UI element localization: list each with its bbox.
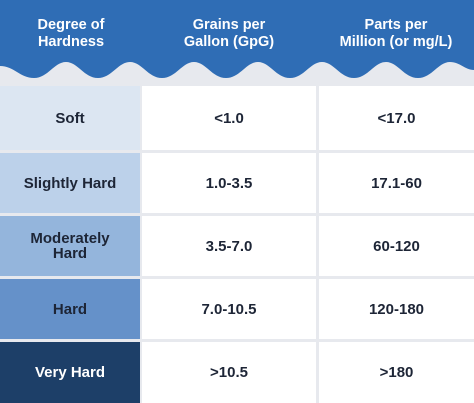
hardness-category-label: Hard	[52, 300, 88, 318]
hardness-category-label: Slightly Hard	[23, 174, 117, 192]
header-parts-per-million: Parts per Million (or mg/L)	[318, 14, 474, 54]
gpg-value-cell: >10.5	[142, 342, 316, 403]
gpg-value-cell: <1.0	[142, 86, 316, 150]
table-row: Hard 7.0-10.5 120-180	[0, 279, 474, 339]
header-ppm-label: Parts per Million (or mg/L)	[339, 17, 453, 50]
hardness-category-cell: Very Hard	[0, 342, 140, 403]
table-row: Soft <1.0 <17.0	[0, 86, 474, 150]
table-row: Very Hard >10.5 >180	[0, 342, 474, 403]
hardness-category-label: Very Hard	[34, 364, 106, 381]
table-row: Moderately Hard 3.5-7.0 60-120	[0, 216, 474, 276]
hardness-category-cell: Moderately Hard	[0, 216, 140, 276]
ppm-value-cell: >180	[319, 342, 474, 403]
hardness-category-label: Soft	[55, 109, 85, 127]
header-grains-per-gallon: Grains per Gallon (GpG)	[142, 14, 316, 54]
hardness-category-cell: Slightly Hard	[0, 153, 140, 213]
hardness-category-cell: Soft	[0, 86, 140, 150]
gpg-value-cell: 3.5-7.0	[142, 216, 316, 276]
ppm-value-cell: 120-180	[319, 279, 474, 339]
header-gpg-label: Grains per Gallon (GpG)	[183, 17, 275, 50]
hardness-category-cell: Hard	[0, 279, 140, 339]
ppm-value-cell: <17.0	[319, 86, 474, 150]
gpg-value-cell: 1.0-3.5	[142, 153, 316, 213]
gpg-value-cell: 7.0-10.5	[142, 279, 316, 339]
ppm-value-cell: 60-120	[319, 216, 474, 276]
wave-header-background	[0, 0, 474, 78]
header-degree-label: Degree of Hardness	[37, 17, 105, 50]
hardness-category-label: Moderately Hard	[30, 230, 110, 262]
header-degree-of-hardness: Degree of Hardness	[0, 14, 142, 54]
ppm-value-cell: 17.1-60	[319, 153, 474, 213]
table-row: Slightly Hard 1.0-3.5 17.1-60	[0, 153, 474, 213]
table-header: Degree of Hardness Grains per Gallon (Gp…	[0, 0, 474, 86]
